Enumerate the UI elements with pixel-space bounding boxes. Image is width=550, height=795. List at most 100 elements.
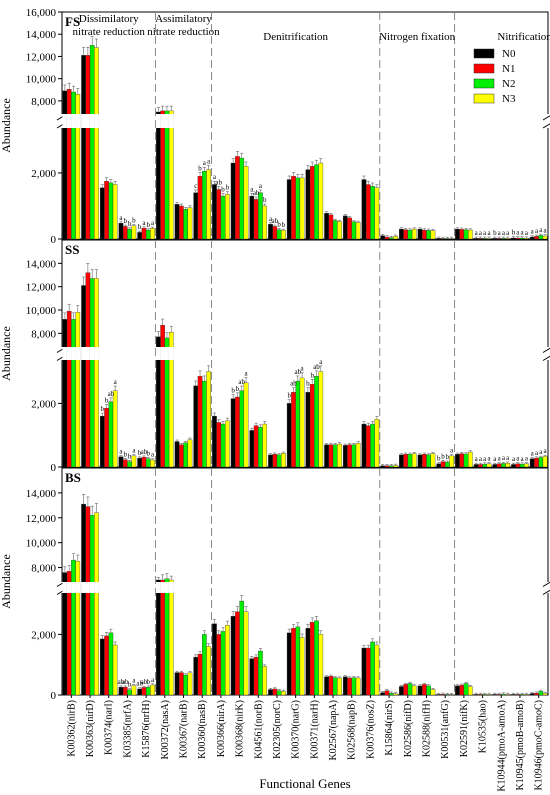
bar [482, 694, 488, 696]
significance-letter: a [203, 159, 207, 167]
significance-letter: ab [238, 378, 245, 386]
significance-letter: a [531, 228, 535, 236]
bar [268, 689, 273, 696]
bar [445, 694, 450, 696]
bar [496, 694, 502, 696]
bar [403, 684, 408, 696]
bar [314, 376, 319, 468]
bar [515, 237, 521, 240]
bar [160, 110, 165, 240]
bar [318, 371, 324, 468]
significance-letter: b [493, 229, 497, 237]
bar [324, 444, 329, 468]
x-tick-label: K02568(napB) [347, 700, 358, 760]
bar [62, 319, 68, 468]
axis-break-mark [542, 355, 550, 361]
significance-letter: a [114, 378, 118, 386]
bar [156, 111, 161, 240]
bar [478, 464, 483, 468]
bar [85, 55, 91, 240]
significance-letter: a [250, 185, 254, 193]
bar [212, 184, 217, 240]
bar [281, 453, 286, 468]
bar [99, 187, 105, 240]
significance-letter: a [479, 455, 483, 463]
labels-layer: 0 2,000 8,000 10,000 12,000 14,000 16,000 Abund… [0, 7, 550, 792]
y-tick-label: 14,000 [26, 29, 57, 41]
axis-break-band [56, 582, 550, 593]
significance-letter: ab [253, 189, 260, 197]
bar [355, 222, 361, 240]
bar [89, 278, 95, 468]
bar [365, 184, 371, 240]
bar [286, 632, 292, 696]
bar-break-mask [66, 114, 72, 128]
bar-break-mask [81, 582, 87, 593]
bar [81, 503, 86, 696]
bar-break-mask [164, 582, 170, 593]
significance-letter: b [226, 184, 230, 192]
bar [328, 214, 334, 240]
x-tick-label: K10944(pmoA-amoA) [496, 700, 507, 792]
bar [324, 676, 329, 696]
y-tick-label: 2,000 [31, 629, 56, 641]
group-title: Dissimilatory nitrate reduction [73, 13, 146, 38]
y-axis-title: Abundance [0, 554, 13, 609]
bar [399, 686, 404, 696]
x-tick-label: K02591(nifK) [459, 700, 470, 757]
bar [305, 392, 311, 468]
bar [85, 272, 91, 468]
bar [542, 456, 548, 468]
bar [150, 459, 155, 468]
bar [81, 55, 86, 240]
bar [361, 179, 367, 240]
y-tick-label: 12,000 [26, 513, 57, 525]
bar [388, 237, 394, 240]
significance-letter: ab [136, 680, 143, 688]
y-tick-label: 14,000 [26, 258, 57, 270]
legend-swatch-n0 [473, 48, 495, 59]
bar-break-mask [168, 582, 174, 593]
bar [370, 423, 375, 468]
bar [374, 419, 380, 468]
bar [141, 687, 147, 696]
bar [272, 688, 278, 696]
bar [393, 693, 398, 696]
y-tick-label: 8,000 [31, 96, 56, 108]
bar [212, 623, 217, 696]
bar [299, 177, 305, 240]
bar [243, 166, 249, 240]
bar [478, 694, 483, 696]
bar [71, 559, 76, 696]
x-tick-label: K02586(nifD) [403, 700, 414, 757]
bar [430, 453, 436, 468]
bar [515, 463, 521, 468]
significance-letter: ab [118, 678, 125, 686]
bar [351, 677, 357, 696]
y-tick-label: 0 [51, 462, 57, 474]
bar [131, 225, 137, 240]
bar-break-mask [85, 582, 91, 593]
bar [66, 310, 72, 468]
x-tick-label: K00372(nasA) [160, 700, 171, 759]
significance-letter: b [277, 220, 281, 228]
group-title-line: Nitrification [497, 31, 550, 43]
significance-letter: a [244, 370, 248, 378]
bar [426, 230, 431, 240]
bar [94, 47, 99, 240]
bar [492, 238, 498, 240]
bar [411, 685, 417, 696]
group-title: Nitrification [497, 31, 550, 43]
significance-letter: b [138, 449, 142, 457]
bar [220, 423, 226, 468]
significance-letter: b [101, 405, 105, 413]
bar [206, 169, 211, 240]
bar [486, 463, 492, 468]
bar [81, 285, 86, 468]
bar [436, 694, 442, 696]
bar [197, 376, 203, 468]
group-title-line: nitrate reduction [147, 26, 220, 38]
bar [411, 228, 417, 240]
bar [249, 195, 255, 240]
